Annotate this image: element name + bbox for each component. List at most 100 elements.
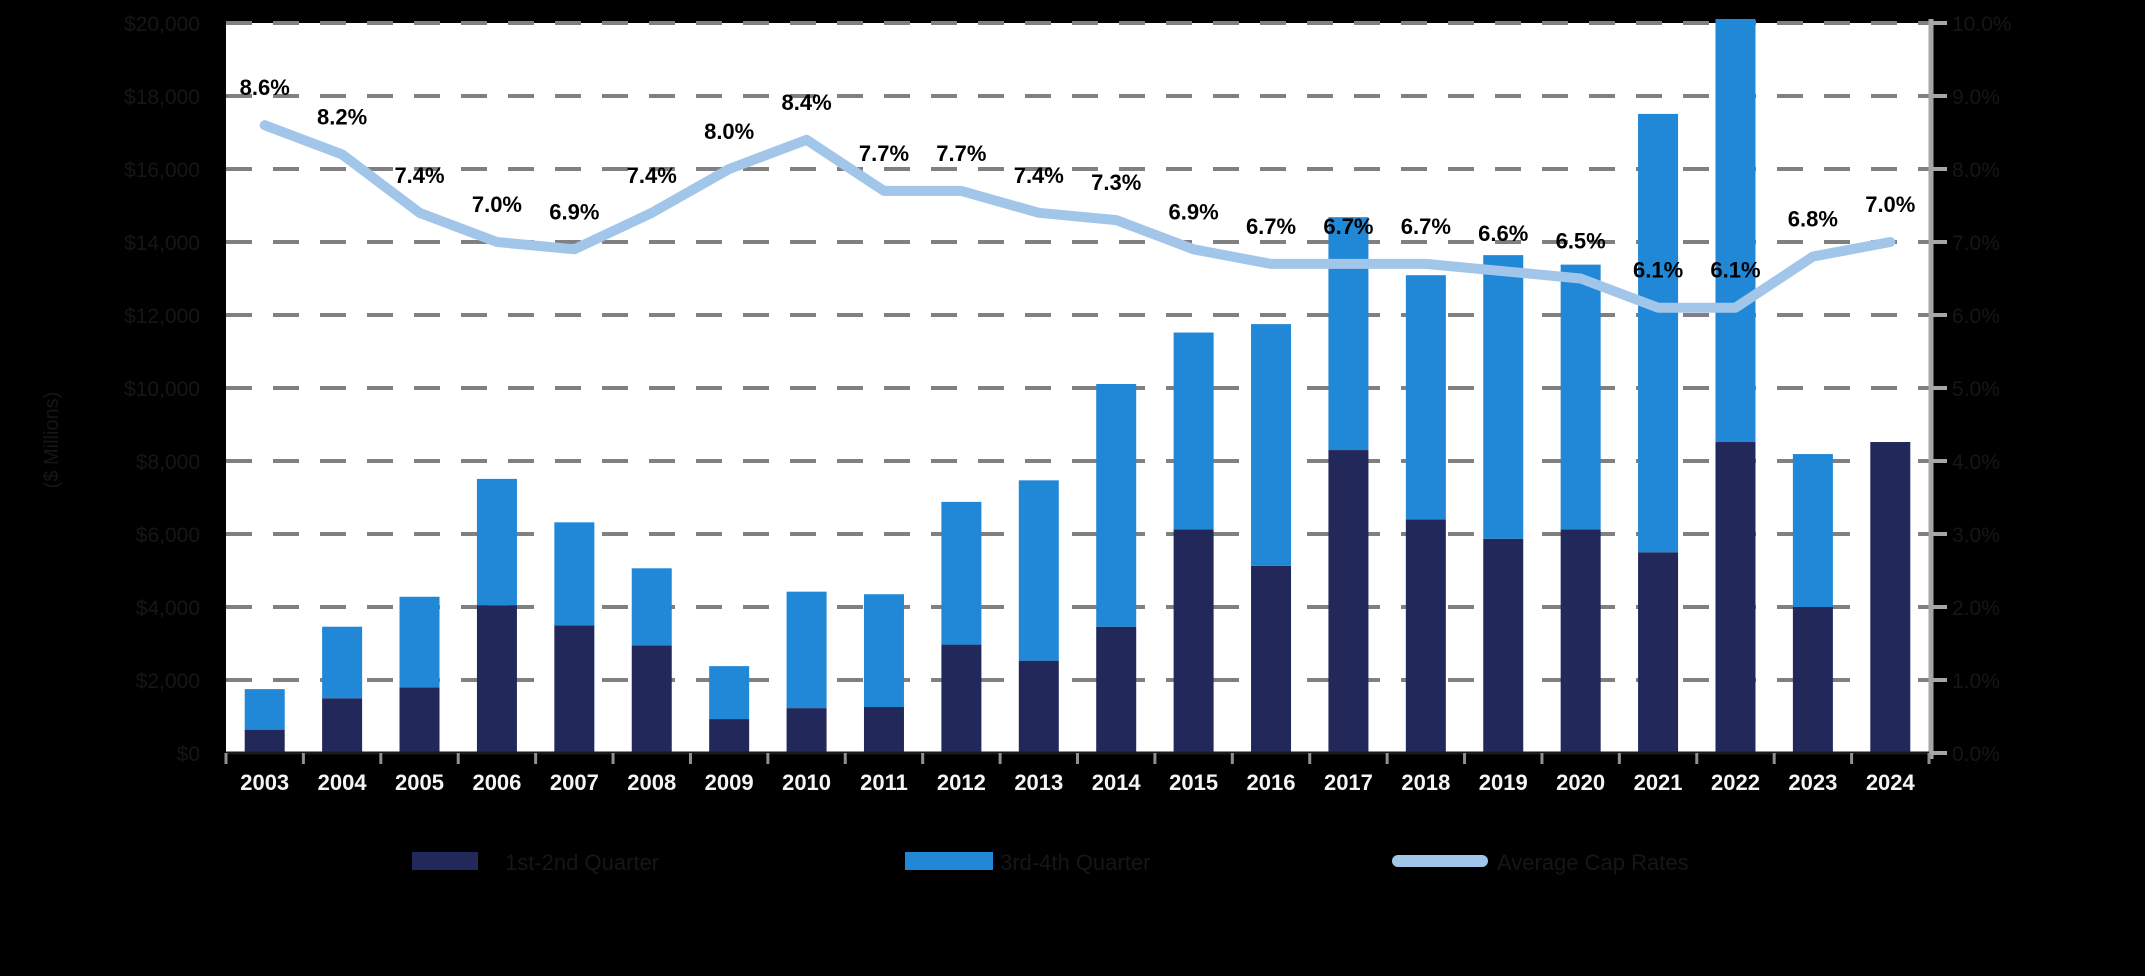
year-labels: 2003 2004 2005 2006 2007 2008 2009 2010 2011 2012… — [240, 770, 1915, 795]
bar-3rd-4th-quarter-2008 — [631, 568, 672, 646]
legend: 1st-2nd Quarter 3rd-4th Quarter Average Ca… — [412, 850, 1689, 875]
cap-rate-label-2006: 7.0% — [472, 192, 522, 217]
bar-1st-2nd-quarter-2003 — [244, 729, 285, 753]
cap-rate-label-2010: 8.4% — [781, 90, 831, 115]
year-label-2009: 2009 — [705, 770, 754, 795]
bar-1st-2nd-quarter-2022 — [1715, 442, 1756, 753]
bar-3rd-4th-quarter-2018 — [1405, 275, 1446, 520]
year-label-2012: 2012 — [937, 770, 986, 795]
bar-3rd-4th-quarter-2022 — [1715, 18, 1756, 443]
bar-1st-2nd-quarter-2006 — [476, 605, 517, 753]
right-axis-tick-label: 5.0% — [1952, 378, 2000, 401]
right-axis: 10.0% 9.0% 8.0% 7.0% 6.0% 5.0% 4.0% 3.0% 2.0% 1.0… — [1928, 13, 2012, 766]
bar-3rd-4th-quarter-2023 — [1792, 454, 1833, 607]
cap-rate-label-2024: 7.0% — [1865, 192, 1915, 217]
bar-1st-2nd-quarter-2014 — [1096, 626, 1137, 753]
bar-1st-2nd-quarter-2009 — [709, 719, 750, 753]
bar-1st-2nd-quarter-2018 — [1405, 519, 1446, 753]
cap-rate-label-2012: 7.7% — [936, 141, 986, 166]
bar-1st-2nd-quarter-2008 — [631, 645, 672, 753]
left-axis-tick-label: $16,000 — [124, 159, 200, 182]
x-axis — [224, 751, 1931, 764]
right-axis-tick-label: 10.0% — [1952, 13, 2012, 36]
bar-3rd-4th-quarter-2006 — [476, 478, 517, 606]
bar-3rd-4th-quarter-2005 — [399, 596, 440, 688]
bar-1st-2nd-quarter-2019 — [1483, 538, 1524, 753]
cap-rate-label-2005: 7.4% — [394, 163, 444, 188]
bar-1st-2nd-quarter-2005 — [399, 687, 440, 753]
right-axis-tick-label: 6.0% — [1952, 305, 2000, 328]
right-axis-tick-label: 1.0% — [1952, 670, 2000, 693]
right-axis-tick-label: 4.0% — [1952, 451, 2000, 474]
cap-rate-label-2019: 6.6% — [1478, 221, 1528, 246]
bar-1st-2nd-quarter-2020 — [1560, 529, 1601, 753]
cap-rate-label-2009: 8.0% — [704, 119, 754, 144]
year-label-2022: 2022 — [1711, 770, 1760, 795]
year-label-2020: 2020 — [1556, 770, 1605, 795]
right-axis-tick-label: 7.0% — [1952, 232, 2000, 255]
left-axis-tick-label: $14,000 — [124, 232, 200, 255]
legend-item-3: Average Cap Rates — [1392, 850, 1689, 875]
cap-rate-label-2016: 6.7% — [1246, 214, 1296, 239]
cap-rate-labels: 8.6% 8.2% 7.4% 7.0% 6.9% 7.4% 8.0% 8.4% 7.7% 7.7%… — [240, 75, 1916, 283]
left-axis-tick-label: $10,000 — [124, 378, 200, 401]
cap-rate-label-2023: 6.8% — [1788, 207, 1838, 232]
cap-rate-label-2013: 7.4% — [1014, 163, 1064, 188]
cap-rate-label-2015: 6.9% — [1169, 199, 1219, 224]
right-axis-tick-label: 3.0% — [1952, 524, 2000, 547]
year-label-2024: 2024 — [1866, 770, 1916, 795]
left-axis-tick-label: $6,000 — [136, 524, 200, 547]
bar-3rd-4th-quarter-2016 — [1251, 324, 1292, 566]
bar-3rd-4th-quarter-2021 — [1638, 113, 1679, 553]
bar-1st-2nd-quarter-2011 — [863, 707, 904, 753]
bar-1st-2nd-quarter-2004 — [322, 698, 363, 753]
year-label-2006: 2006 — [472, 770, 521, 795]
left-axis-tick-label: $18,000 — [124, 86, 200, 109]
year-label-2008: 2008 — [627, 770, 676, 795]
year-label-2010: 2010 — [782, 770, 831, 795]
bar-3rd-4th-quarter-2012 — [941, 501, 982, 645]
year-label-2011: 2011 — [860, 770, 908, 795]
left-axis-tick-label: $0 — [177, 743, 200, 766]
cap-rate-label-2008: 7.4% — [627, 163, 677, 188]
year-label-2004: 2004 — [318, 770, 368, 795]
bar-3rd-4th-quarter-2017 — [1328, 217, 1369, 451]
year-label-2023: 2023 — [1788, 770, 1837, 795]
bar-3rd-4th-quarter-2010 — [786, 591, 827, 709]
year-label-2021: 2021 — [1634, 770, 1683, 795]
right-axis-tick-label: 8.0% — [1952, 159, 2000, 182]
bar-3rd-4th-quarter-2004 — [322, 626, 363, 699]
bars — [244, 18, 1911, 753]
year-label-2015: 2015 — [1169, 770, 1218, 795]
right-axis-tick-label: 9.0% — [1952, 86, 2000, 109]
bar-3rd-4th-quarter-2009 — [709, 666, 750, 720]
year-label-2014: 2014 — [1092, 770, 1142, 795]
left-axis-title: ($ Millions) — [41, 392, 63, 489]
cap-rate-label-2018: 6.7% — [1401, 214, 1451, 239]
bar-1st-2nd-quarter-2023 — [1792, 607, 1833, 753]
cap-rate-label-2017: 6.7% — [1323, 214, 1373, 239]
legend-item-1: 1st-2nd Quarter — [412, 850, 659, 875]
bar-3rd-4th-quarter-2015 — [1173, 332, 1214, 530]
bar-1st-2nd-quarter-2017 — [1328, 450, 1369, 753]
left-axis-tick-label: $12,000 — [124, 305, 200, 328]
year-label-2019: 2019 — [1479, 770, 1528, 795]
bar-1st-2nd-quarter-2024 — [1870, 442, 1911, 753]
left-axis-labels: $20,000 $18,000 $16,000 $14,000 $12,000 $10,0… — [124, 13, 200, 766]
bar-3rd-4th-quarter-2014 — [1096, 383, 1137, 627]
legend-item-2: 3rd-4th Quarter — [905, 850, 1150, 875]
bar-1st-2nd-quarter-2015 — [1173, 529, 1214, 753]
bar-3rd-4th-quarter-2003 — [244, 689, 285, 730]
left-axis-tick-label: $2,000 — [136, 670, 200, 693]
left-axis-tick-label: $8,000 — [136, 451, 200, 474]
bar-1st-2nd-quarter-2013 — [1018, 660, 1059, 753]
left-axis-tick-label: $20,000 — [124, 13, 200, 36]
bar-3rd-4th-quarter-2013 — [1018, 480, 1059, 661]
bar-1st-2nd-quarter-2021 — [1638, 552, 1679, 753]
year-label-2007: 2007 — [550, 770, 599, 795]
legend-line-swatch — [1392, 855, 1488, 867]
year-label-2018: 2018 — [1401, 770, 1450, 795]
average-cap-rates-line — [259, 120, 1896, 313]
year-label-2016: 2016 — [1247, 770, 1296, 795]
